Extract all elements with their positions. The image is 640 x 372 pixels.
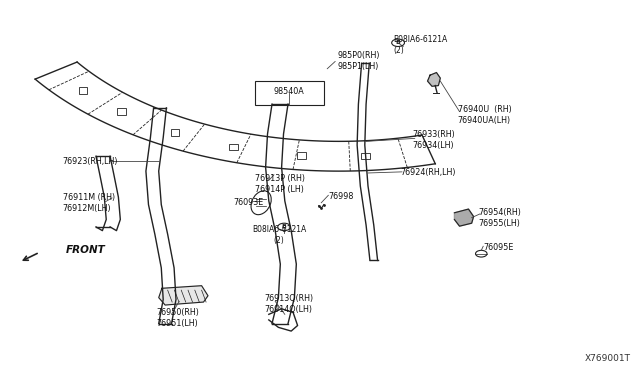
- Bar: [171, 129, 179, 136]
- Text: 76924(RH,LH): 76924(RH,LH): [400, 169, 456, 177]
- Polygon shape: [428, 73, 440, 86]
- Polygon shape: [454, 209, 474, 226]
- Ellipse shape: [251, 191, 271, 215]
- Text: B: B: [396, 40, 401, 45]
- Bar: [362, 153, 370, 159]
- Text: 76954(RH)
76955(LH): 76954(RH) 76955(LH): [479, 208, 522, 228]
- Bar: [117, 108, 125, 115]
- Text: B08IA6-6121A
(2): B08IA6-6121A (2): [393, 35, 447, 55]
- Bar: [79, 87, 87, 94]
- Text: 76913P (RH)
76914P (LH): 76913P (RH) 76914P (LH): [255, 174, 305, 194]
- Text: 76923(RH,LH): 76923(RH,LH): [63, 157, 118, 166]
- Polygon shape: [159, 286, 208, 305]
- Text: B08IA6-6121A
(2): B08IA6-6121A (2): [252, 225, 306, 245]
- Text: 76911M (RH)
76912M(LH): 76911M (RH) 76912M(LH): [63, 193, 115, 213]
- Text: 98540A: 98540A: [274, 87, 305, 96]
- Text: 76093E: 76093E: [234, 198, 264, 207]
- Text: 76933(RH)
76934(LH): 76933(RH) 76934(LH): [413, 130, 456, 150]
- Text: 76940U  (RH)
76940UA(LH): 76940U (RH) 76940UA(LH): [458, 105, 511, 125]
- Text: X769001T: X769001T: [584, 354, 630, 363]
- Text: 76095E: 76095E: [483, 243, 513, 252]
- Bar: [298, 152, 306, 159]
- Text: 76950(RH)
76951(LH): 76950(RH) 76951(LH): [157, 308, 200, 328]
- Bar: [230, 144, 238, 150]
- Text: 76998: 76998: [328, 192, 354, 201]
- Text: 76913Q(RH)
76914Q(LH): 76913Q(RH) 76914Q(LH): [264, 294, 314, 314]
- Text: FRONT: FRONT: [66, 245, 106, 255]
- Text: 985P0(RH)
985P1(LH): 985P0(RH) 985P1(LH): [337, 51, 380, 71]
- Text: B: B: [282, 224, 287, 230]
- Bar: [255, 81, 324, 105]
